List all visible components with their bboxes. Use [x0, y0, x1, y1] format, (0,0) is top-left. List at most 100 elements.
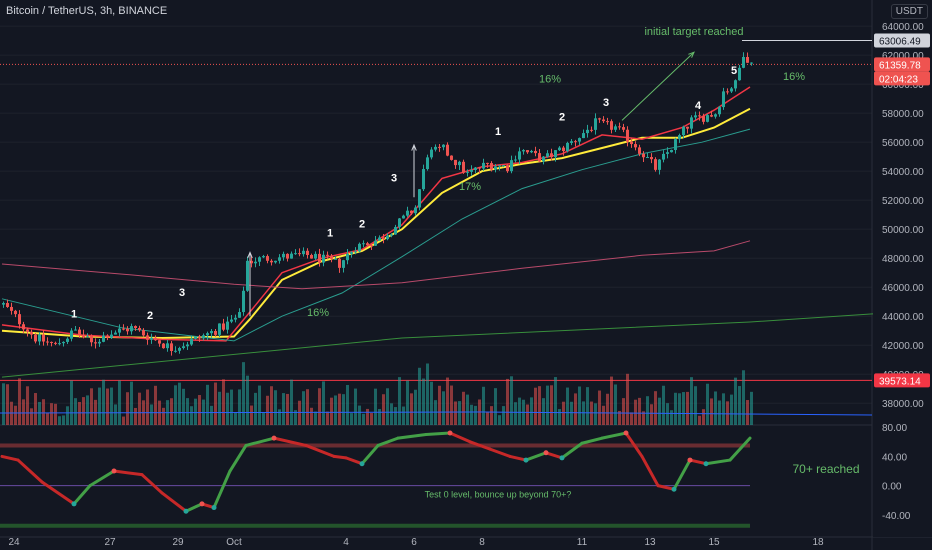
volume-bar	[694, 386, 697, 425]
time-tick-label: 11	[577, 537, 588, 548]
candle	[574, 141, 577, 143]
candle	[498, 165, 501, 167]
volume-bar	[366, 408, 369, 425]
candle	[186, 344, 189, 347]
volume-bar	[578, 386, 581, 425]
volume-bar	[322, 381, 325, 425]
volume-bar	[678, 393, 681, 425]
osc-line-segment	[508, 454, 528, 462]
candle	[350, 252, 353, 254]
volume-bar	[290, 379, 293, 425]
currency-button[interactable]: USDT	[890, 4, 928, 19]
candle	[610, 121, 613, 130]
candle	[30, 331, 33, 335]
volume-bar	[650, 404, 653, 425]
osc-annotation-label: 70+ reached	[792, 462, 859, 476]
candle	[430, 149, 433, 158]
candle	[298, 253, 301, 255]
volume-bar	[362, 413, 365, 425]
candle	[38, 334, 41, 342]
volume-bar	[710, 398, 713, 425]
time-tick-label: 8	[479, 537, 485, 548]
candle	[474, 167, 477, 171]
candle	[502, 165, 505, 167]
volume-bar	[486, 411, 489, 425]
arrow-head	[688, 51, 695, 58]
candle	[458, 161, 461, 166]
osc-line-segment	[688, 458, 708, 466]
volume-bar	[66, 406, 69, 425]
candle	[162, 343, 165, 349]
volume-bar	[38, 401, 41, 425]
candle	[134, 326, 137, 328]
candle	[530, 150, 533, 153]
volume-bar	[570, 401, 573, 425]
candle	[698, 115, 701, 117]
volume-bar	[554, 377, 557, 425]
candle	[514, 159, 517, 161]
candle	[50, 341, 53, 343]
osc-line-segment	[140, 473, 164, 495]
price-tick-label: 46000.00	[882, 283, 924, 294]
symbol-title: Bitcoin / TetherUS, 3h, BINANCE	[6, 5, 168, 17]
candle	[578, 138, 581, 142]
volume-bar	[630, 412, 633, 425]
annotation-label: 16%	[307, 307, 329, 319]
osc-line-segment	[72, 484, 92, 506]
candle	[686, 126, 689, 129]
candle	[550, 153, 553, 158]
candle	[194, 336, 197, 339]
annotation-label: 3	[603, 97, 609, 109]
volume-bar	[182, 388, 185, 425]
osc-cross-dot	[211, 505, 217, 511]
volume-bar	[622, 398, 625, 425]
candle	[170, 343, 173, 351]
candle	[338, 258, 341, 268]
volume-bar	[186, 398, 189, 425]
candle	[238, 312, 241, 318]
volume-bar	[218, 391, 221, 425]
candle	[470, 170, 473, 172]
candle	[266, 256, 269, 261]
candle	[54, 342, 57, 344]
candle	[614, 126, 617, 130]
volume-bar	[458, 401, 461, 425]
volume-bar	[462, 391, 465, 425]
volume-bar	[18, 378, 21, 425]
candle	[598, 118, 601, 120]
volume-bar	[722, 393, 725, 425]
candle	[718, 107, 721, 115]
osc-cross-dot	[71, 501, 77, 507]
volume-bar	[82, 397, 85, 425]
osc-cross-dot	[687, 457, 693, 463]
candle	[306, 250, 309, 255]
price-tick-label: 64000.00	[882, 22, 924, 33]
candle	[282, 253, 285, 258]
volume-bar	[646, 396, 649, 425]
osc-annotation-label: Test 0 level, bounce up beyond 70+?	[425, 489, 572, 499]
osc-line-segment	[672, 458, 692, 491]
osc-line-segment	[0, 454, 20, 462]
volume-bar	[154, 385, 157, 425]
candle	[206, 333, 209, 336]
volume-bar	[550, 385, 553, 425]
candle	[106, 335, 109, 338]
candle	[222, 323, 225, 330]
volume-bar	[682, 392, 685, 425]
candle	[90, 336, 93, 343]
price-tick-label: 48000.00	[882, 254, 924, 265]
candle	[202, 335, 205, 339]
candle	[482, 162, 485, 169]
osc-cross-dot	[559, 455, 565, 461]
annotation-label: 5	[731, 65, 737, 77]
candle	[2, 303, 5, 305]
candle	[694, 115, 697, 118]
volume-bar	[90, 388, 93, 425]
candle	[650, 157, 653, 160]
volume-bar	[338, 393, 341, 425]
volume-bar	[530, 397, 533, 425]
volume-bar	[638, 397, 641, 425]
candle	[374, 240, 377, 246]
volume-bar	[514, 402, 517, 425]
